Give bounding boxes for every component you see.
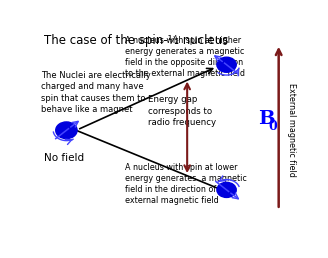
- Text: The Nuclei are electrically
charged and many have
spin that causes them to
behav: The Nuclei are electrically charged and …: [41, 71, 151, 114]
- Circle shape: [217, 57, 236, 72]
- Text: 0: 0: [268, 120, 277, 133]
- Circle shape: [217, 182, 236, 197]
- Text: B: B: [258, 110, 275, 128]
- Text: Energy gap
corresponds to
radio frequency: Energy gap corresponds to radio frequenc…: [148, 95, 216, 127]
- Text: A nucleus with spin at lower
energy generates  a magnetic
field in the direction: A nucleus with spin at lower energy gene…: [125, 163, 247, 205]
- Circle shape: [56, 122, 77, 139]
- Text: No field: No field: [44, 153, 84, 163]
- Text: The case of the spin-½ nucleus: The case of the spin-½ nucleus: [44, 34, 228, 47]
- Text: A nucleus with spin at higher
energy generates a magnetic
field in the opposite : A nucleus with spin at higher energy gen…: [125, 36, 245, 78]
- Text: External magnetic field: External magnetic field: [287, 83, 296, 177]
